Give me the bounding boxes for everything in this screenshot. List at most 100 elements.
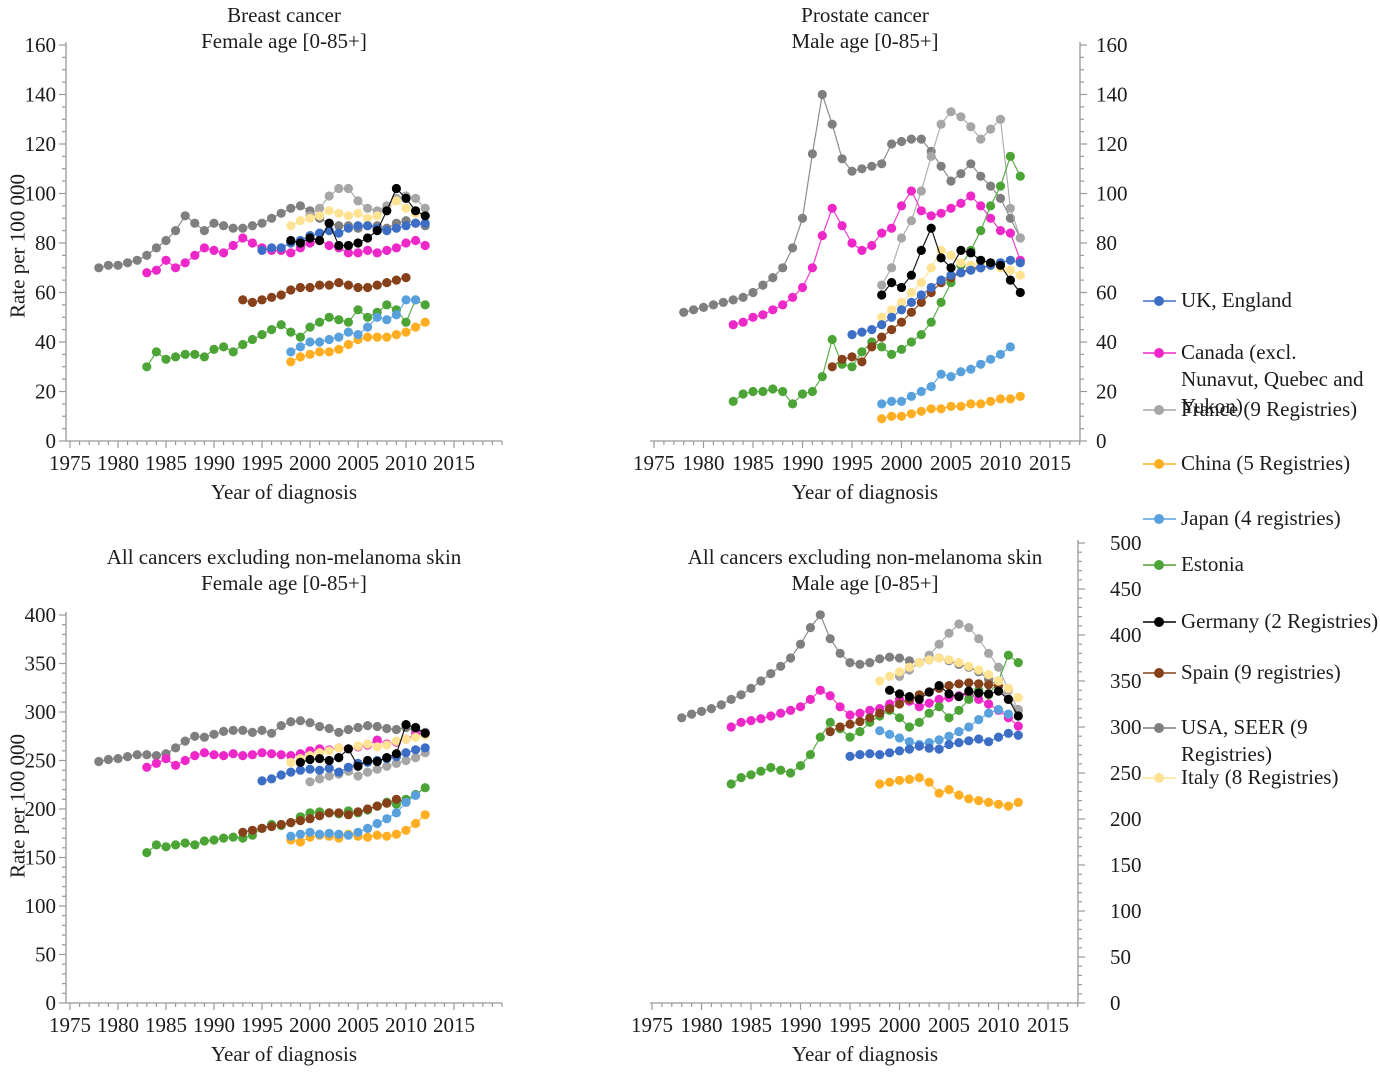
data-point xyxy=(391,330,401,340)
data-point xyxy=(315,721,325,732)
data-point xyxy=(295,282,305,293)
x-axis-tick-label: 1995 xyxy=(829,1013,871,1037)
data-point xyxy=(315,337,325,347)
data-point xyxy=(334,767,344,777)
data-point xyxy=(926,223,936,233)
legend-item-italy: Italy (8 Registries) xyxy=(1143,764,1338,791)
data-point xyxy=(161,255,171,265)
data-point xyxy=(766,669,776,679)
series-japan xyxy=(877,342,1016,409)
data-point xyxy=(171,263,181,273)
data-point xyxy=(934,744,944,754)
legend-marker-estonia xyxy=(1143,560,1176,570)
data-point xyxy=(795,639,806,649)
legend-label: China (5 Registries) xyxy=(1181,451,1351,475)
data-point xyxy=(171,840,181,850)
data-point xyxy=(295,352,305,362)
data-point xyxy=(295,757,305,768)
data-point xyxy=(103,754,113,765)
y-axis-tick-label: 500 xyxy=(1110,531,1142,555)
data-point xyxy=(363,233,373,243)
data-point xyxy=(391,275,401,285)
data-point xyxy=(315,235,325,246)
data-point xyxy=(976,134,986,144)
data-point xyxy=(756,766,766,776)
data-point xyxy=(343,248,353,258)
data-point xyxy=(984,680,994,690)
data-point xyxy=(708,300,719,310)
data-point xyxy=(797,213,808,223)
data-point xyxy=(247,825,257,835)
data-point xyxy=(946,270,956,280)
data-point xyxy=(934,788,944,798)
data-point xyxy=(151,758,161,769)
data-point xyxy=(199,732,209,742)
data-point xyxy=(343,744,353,754)
data-point xyxy=(334,332,344,342)
data-point xyxy=(894,699,905,709)
data-point xyxy=(267,292,277,302)
data-point xyxy=(391,196,401,206)
data-point xyxy=(219,248,229,258)
data-point xyxy=(363,213,373,223)
data-point xyxy=(845,751,855,762)
data-point xyxy=(738,317,748,327)
data-point xyxy=(677,713,687,723)
panel-title-prostate: Prostate cancer Male age [0-85+] xyxy=(615,2,1115,54)
x-axis-tick-label: 1975 xyxy=(49,1013,91,1037)
data-point xyxy=(382,740,392,750)
data-point xyxy=(1005,151,1016,161)
data-point xyxy=(726,722,736,732)
panel-title-line1: All cancers excluding non-melanoma skin xyxy=(687,545,1043,569)
data-point xyxy=(954,658,964,668)
x-axis-tick-label: 1995 xyxy=(241,1013,283,1037)
data-point xyxy=(305,814,315,824)
data-point xyxy=(855,727,865,737)
data-point xyxy=(726,779,736,789)
axes: 0 20 40 60 80 100 120 140 160 1975 1980 1985 1990 199… xyxy=(25,33,503,475)
data-point xyxy=(867,240,877,251)
data-point xyxy=(180,349,190,359)
data-point xyxy=(974,665,984,675)
data-point xyxy=(936,119,946,129)
data-point xyxy=(875,779,885,789)
data-point xyxy=(286,221,296,231)
data-point xyxy=(151,265,161,275)
data-point xyxy=(906,186,917,196)
y-axis-tick-label: 350 xyxy=(1110,669,1142,693)
series-estonia xyxy=(142,295,430,372)
data-point xyxy=(363,332,373,342)
data-point xyxy=(956,169,966,179)
data-point xyxy=(1005,342,1016,352)
data-point xyxy=(896,136,907,147)
x-axis-title-1: Year of diagnosis xyxy=(210,480,358,504)
data-point xyxy=(334,240,344,251)
y-axis-tick-label: 40 xyxy=(35,330,56,354)
legend-label: USA, SEER (9 Registries) xyxy=(1181,715,1308,766)
data-point xyxy=(276,721,286,731)
data-point xyxy=(1005,203,1016,213)
data-point xyxy=(986,181,996,191)
data-point xyxy=(865,658,875,668)
data-point xyxy=(334,753,344,763)
series-uk xyxy=(845,728,1023,762)
data-point xyxy=(286,767,296,777)
data-point xyxy=(382,831,392,841)
series-france xyxy=(877,107,1025,290)
data-point xyxy=(966,159,976,169)
x-axis-title-4: Year of diagnosis xyxy=(791,1042,939,1066)
x-axis-tick-label: 1975 xyxy=(633,451,675,475)
data-point xyxy=(995,349,1006,359)
data-point xyxy=(315,774,325,784)
data-point xyxy=(142,848,152,858)
data-point xyxy=(286,357,296,367)
data-point xyxy=(401,273,411,283)
data-point xyxy=(807,386,818,397)
data-point xyxy=(946,176,956,186)
data-point xyxy=(343,339,353,350)
data-point xyxy=(855,716,865,727)
data-point xyxy=(906,216,917,226)
data-point xyxy=(887,278,897,288)
data-point xyxy=(343,810,353,820)
panel-title-line1: All cancers excluding non-melanoma skin xyxy=(106,545,462,569)
